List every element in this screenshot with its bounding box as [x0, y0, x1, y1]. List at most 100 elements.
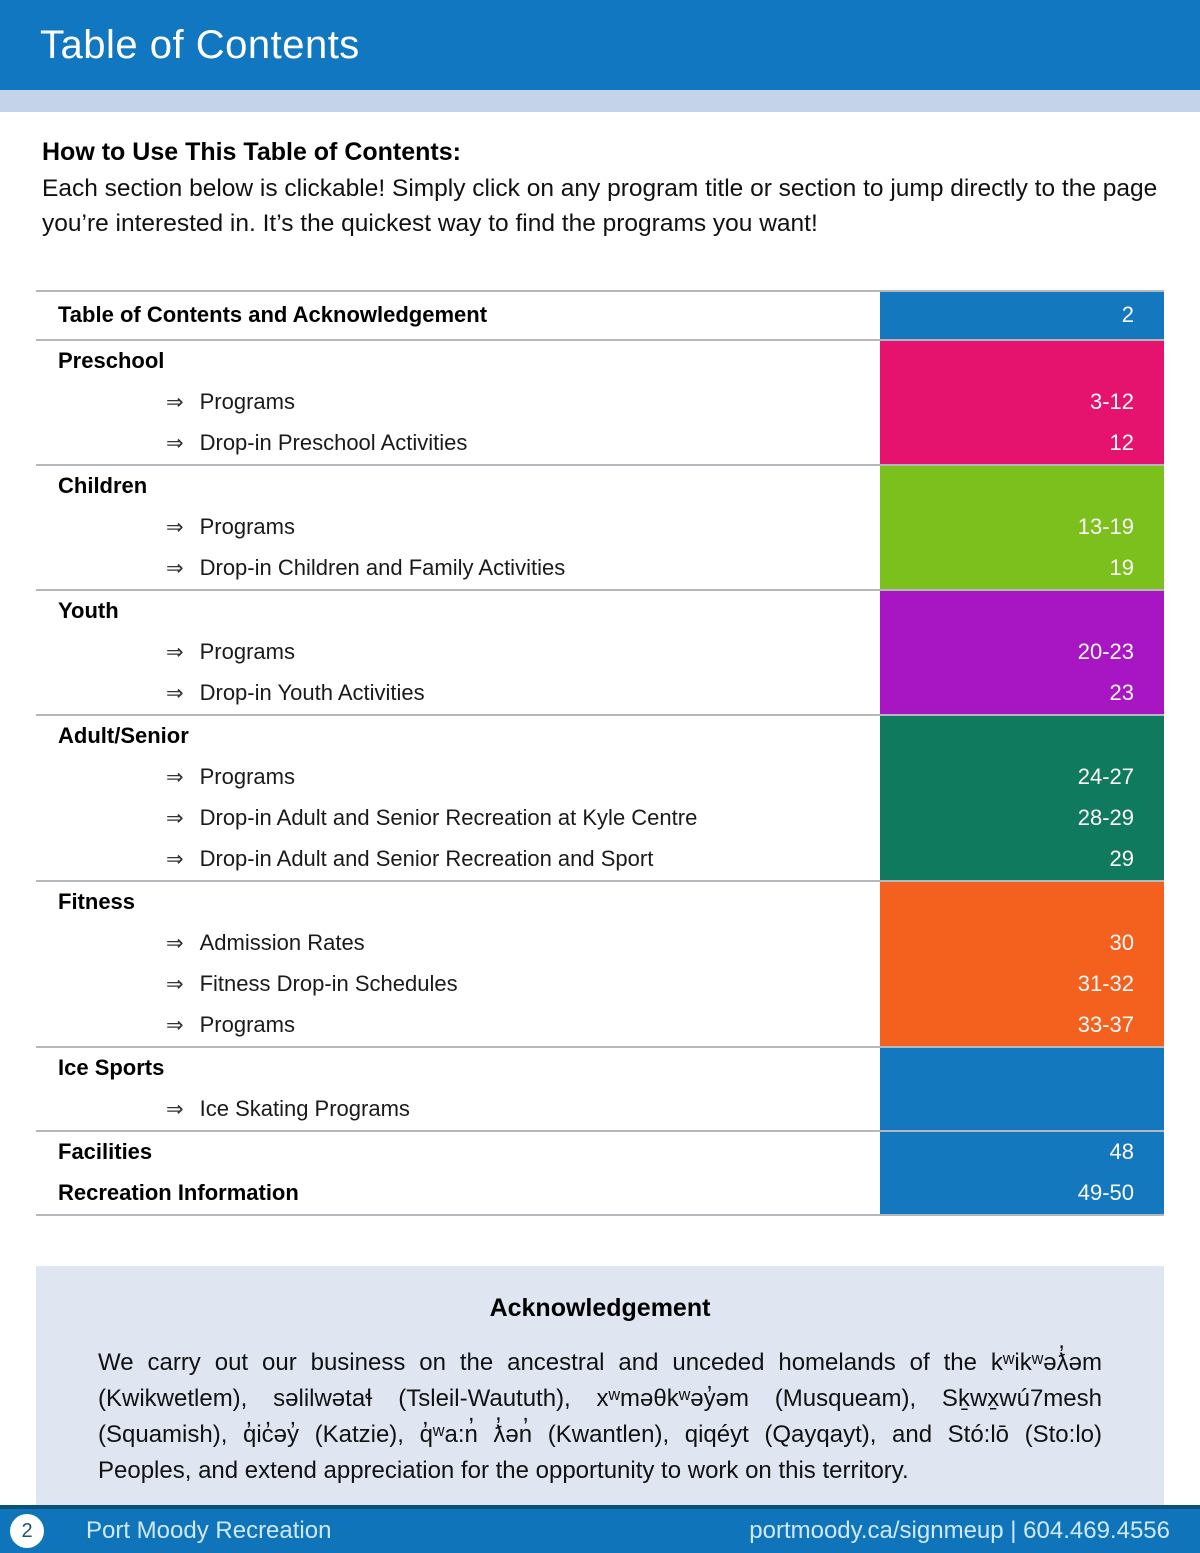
toc-entry-label: Drop-in Youth Activities — [199, 680, 425, 706]
page-number-badge: 2 — [10, 1514, 44, 1548]
toc-entry[interactable]: ⇒ Drop-in Youth Activities — [36, 672, 880, 714]
toc-entry-label: Programs — [199, 639, 295, 665]
toc-page-number[interactable] — [880, 715, 1164, 757]
toc-section-title[interactable]: Adult/Senior — [36, 715, 880, 757]
toc-entry[interactable]: ⇒ Programs — [36, 631, 880, 673]
arrow-icon: ⇒ — [166, 765, 184, 789]
toc-section: Children ⇒ Programs 13-19 ⇒ Drop-in Children … — [36, 463, 1164, 589]
toc-page-number[interactable]: 12 — [880, 422, 1164, 464]
footer-contact: portmoody.ca/signmeup | 604.469.4556 — [749, 1517, 1170, 1544]
toc-entry[interactable]: ⇒ Drop-in Children and Family Activities — [36, 547, 880, 589]
toc-entry-label: Programs — [199, 1012, 295, 1038]
toc-entry[interactable]: ⇒ Drop-in Adult and Senior Recreation and… — [36, 838, 880, 880]
toc-page-number[interactable] — [880, 881, 1164, 923]
intro-heading: How to Use This Table of Contents: — [42, 138, 461, 166]
toc-section: Preschool ⇒ Programs 3-12 ⇒ Drop-in Preschool… — [36, 338, 1164, 464]
toc-section: Table of Contents and Acknowledgement 2 — [36, 289, 1164, 339]
toc-entry-label: Youth — [58, 598, 119, 624]
toc-section-title[interactable]: Preschool — [36, 340, 880, 382]
acknowledgement-body: We carry out our business on the ancestr… — [98, 1348, 1102, 1484]
toc-entry-label: Programs — [199, 514, 295, 540]
toc-section-title[interactable]: Ice Sports — [36, 1047, 880, 1089]
toc-page-number[interactable]: 49-50 — [880, 1172, 1164, 1214]
arrow-icon: ⇒ — [166, 431, 184, 455]
arrow-icon: ⇒ — [166, 931, 184, 955]
toc-entry[interactable]: ⇒ Admission Rates — [36, 922, 880, 964]
page-footer: 2 Port Moody Recreation portmoody.ca/sig… — [0, 1505, 1200, 1553]
toc-entry[interactable]: ⇒ Drop-in Preschool Activities — [36, 422, 880, 464]
toc-entry-label: Adult/Senior — [58, 723, 189, 749]
toc-entry-label: Drop-in Preschool Activities — [199, 430, 468, 456]
toc-section: Fitness ⇒ Admission Rates 30 ⇒ Fitness Drop-i… — [36, 879, 1164, 1046]
toc-entry-label: Programs — [199, 389, 295, 415]
toc-section-title[interactable]: Children — [36, 465, 880, 507]
toc-entry[interactable]: ⇒ Programs — [36, 381, 880, 423]
toc-entry-label: Table of Contents and Acknowledgement — [58, 302, 488, 328]
toc-section-title[interactable]: Table of Contents and Acknowledgement — [36, 291, 880, 339]
arrow-icon: ⇒ — [166, 640, 184, 664]
toc-entry-label: Fitness Drop-in Schedules — [199, 971, 458, 997]
toc-entry[interactable]: ⇒ Drop-in Adult and Senior Recreation at … — [36, 797, 880, 839]
toc-section: Youth ⇒ Programs 20-23 ⇒ Drop-in Youth Activi… — [36, 588, 1164, 714]
toc-table: Table of Contents and Acknowledgement 2 Pr… — [36, 289, 1164, 1216]
toc-section: Facilities 48 Recreation Information 49-50 — [36, 1129, 1164, 1214]
toc-entry-label: Facilities — [58, 1139, 153, 1165]
page-title: Table of Contents — [40, 22, 360, 67]
arrow-icon: ⇒ — [166, 681, 184, 705]
toc-page-number[interactable]: 28-29 — [880, 797, 1164, 839]
toc-page-number[interactable]: 31-32 — [880, 963, 1164, 1005]
intro-section: How to Use This Table of Contents: Each … — [42, 138, 1160, 242]
toc-entry-label: Preschool — [58, 348, 165, 374]
toc-page-number[interactable]: 48 — [880, 1131, 1164, 1173]
toc-entry[interactable]: ⇒ Programs — [36, 1004, 880, 1046]
toc-page-number[interactable]: 33-37 — [880, 1004, 1164, 1046]
toc-page-number[interactable] — [880, 590, 1164, 632]
arrow-icon: ⇒ — [166, 515, 184, 539]
toc-entry-label: Children — [58, 473, 148, 499]
toc-section: Adult/Senior ⇒ Programs 24-27 ⇒ Drop-in Adult… — [36, 713, 1164, 880]
toc-entry-label: Drop-in Children and Family Activities — [199, 555, 566, 581]
toc-page-number[interactable] — [880, 465, 1164, 507]
toc-entry[interactable]: ⇒ Ice Skating Programs — [36, 1088, 880, 1130]
toc-page-number[interactable]: 13-19 — [880, 506, 1164, 548]
toc-entry-label: Fitness — [58, 889, 136, 915]
toc-section-title[interactable]: Recreation Information — [36, 1172, 880, 1214]
toc-page-number[interactable]: 24-27 — [880, 756, 1164, 798]
toc-entry-label: Admission Rates — [199, 930, 365, 956]
toc-entry-label: Ice Sports — [58, 1055, 165, 1081]
toc-section-title[interactable]: Facilities — [36, 1131, 880, 1173]
arrow-icon: ⇒ — [166, 972, 184, 996]
toc-page-number[interactable]: 19 — [880, 547, 1164, 589]
toc-entry[interactable]: ⇒ Programs — [36, 506, 880, 548]
toc-section-title[interactable]: Youth — [36, 590, 880, 632]
toc-entry-label: Ice Skating Programs — [199, 1096, 410, 1122]
arrow-icon: ⇒ — [166, 1097, 184, 1121]
header-accent-strip — [0, 90, 1200, 112]
toc-entry[interactable]: ⇒ Programs — [36, 756, 880, 798]
toc-page-number[interactable]: 23 — [880, 672, 1164, 714]
toc-page-number[interactable]: 3-12 — [880, 381, 1164, 423]
toc-entry-label: Programs — [199, 764, 295, 790]
arrow-icon: ⇒ — [166, 806, 184, 830]
arrow-icon: ⇒ — [166, 556, 184, 580]
toc-page-number[interactable] — [880, 340, 1164, 382]
page-header: Table of Contents — [0, 0, 1200, 90]
toc-entry-label: Recreation Information — [58, 1180, 299, 1206]
toc-section: Ice Sports ⇒ Ice Skating Programs — [36, 1045, 1164, 1130]
toc-page-number[interactable] — [880, 1047, 1164, 1089]
toc-page-number[interactable]: 29 — [880, 838, 1164, 880]
toc-page-number[interactable]: 20-23 — [880, 631, 1164, 673]
arrow-icon: ⇒ — [166, 1013, 184, 1037]
acknowledgement-heading: Acknowledgement — [489, 1293, 711, 1322]
arrow-icon: ⇒ — [166, 847, 184, 871]
footer-brand: Port Moody Recreation — [86, 1517, 332, 1544]
toc-entry[interactable]: ⇒ Fitness Drop-in Schedules — [36, 963, 880, 1005]
toc-entry-label: Drop-in Adult and Senior Recreation at K… — [199, 805, 698, 831]
toc-page-number[interactable]: 30 — [880, 922, 1164, 964]
toc-page-number[interactable] — [880, 1088, 1164, 1130]
intro-body: Each section below is clickable! Simply … — [42, 175, 1158, 238]
toc-section-title[interactable]: Fitness — [36, 881, 880, 923]
toc-page-number[interactable]: 2 — [880, 291, 1164, 339]
toc-entry-label: Drop-in Adult and Senior Recreation and … — [199, 846, 654, 872]
